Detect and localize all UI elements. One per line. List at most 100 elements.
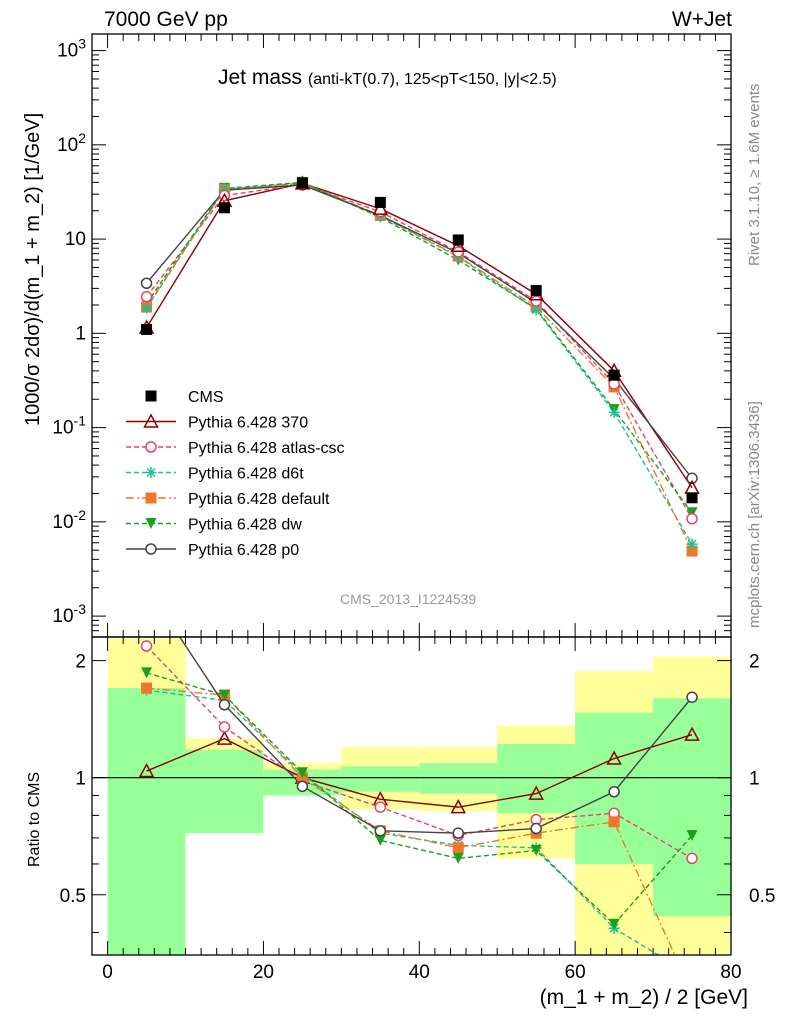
data-point bbox=[141, 302, 153, 314]
ratio-point bbox=[140, 640, 153, 652]
data-point bbox=[530, 284, 542, 296]
ratio-point bbox=[141, 667, 153, 679]
energy-label: 7000 GeV pp bbox=[104, 8, 228, 31]
ratio-point bbox=[218, 699, 231, 711]
legend-label: Pythia 6.428 default bbox=[188, 491, 330, 508]
ratio-uncertainty-bands bbox=[92, 638, 731, 955]
data-point bbox=[140, 277, 153, 290]
data-point bbox=[452, 234, 464, 246]
ratio-point bbox=[296, 780, 309, 793]
data-point bbox=[686, 512, 698, 525]
data-point bbox=[686, 545, 698, 557]
stat-uncertainty-band bbox=[419, 763, 498, 794]
ratio-y-tick-label: 0.5 bbox=[749, 886, 775, 907]
ratio-point bbox=[528, 785, 544, 800]
ratio-line bbox=[178, 637, 693, 834]
ratio-point bbox=[684, 726, 700, 741]
ratio-point bbox=[452, 842, 464, 854]
legend-label: Pythia 6.428 d6t bbox=[188, 466, 304, 483]
series-line bbox=[145, 182, 693, 489]
data-point bbox=[686, 492, 698, 504]
data-point bbox=[374, 196, 386, 208]
ratio-point bbox=[218, 689, 230, 701]
data-point bbox=[141, 323, 153, 335]
ratio-y-tick-label: 1 bbox=[75, 769, 86, 790]
ratio-point bbox=[530, 844, 542, 856]
y-tick-label: 1 bbox=[75, 323, 86, 344]
stat-uncertainty-band bbox=[185, 749, 264, 834]
main-title: Jet mass (anti-kT(0.7), 125<pT<150, |y|<… bbox=[218, 66, 557, 90]
x-tick-label: 20 bbox=[253, 962, 274, 983]
ratio-point bbox=[138, 762, 155, 778]
ratio-y-axis-label: Ratio to CMS bbox=[26, 771, 43, 867]
analysis-label: CMS_2013_I1224539 bbox=[340, 591, 477, 607]
ratio-point bbox=[141, 682, 153, 694]
y-tick-label: 10-2 bbox=[52, 507, 86, 533]
legend-marker bbox=[145, 543, 157, 555]
data-point bbox=[296, 177, 308, 189]
x-tick-label: 80 bbox=[720, 962, 741, 983]
y-tick-label: 103 bbox=[57, 36, 86, 62]
legend-label: Pythia 6.428 370 bbox=[188, 415, 308, 432]
data-point bbox=[608, 406, 620, 418]
ratio-point bbox=[608, 918, 620, 930]
data-point bbox=[686, 472, 698, 485]
legend-marker bbox=[145, 467, 157, 478]
data-point bbox=[530, 304, 542, 316]
plot-frames bbox=[91, 33, 732, 956]
legend-marker bbox=[145, 492, 157, 504]
series-line bbox=[145, 181, 693, 514]
series-line bbox=[146, 184, 693, 479]
ratio-point bbox=[686, 852, 698, 865]
ratio-point bbox=[452, 827, 465, 839]
legend-marker bbox=[145, 518, 157, 529]
x-tick-label: 0 bbox=[102, 962, 113, 983]
ratio-line bbox=[146, 672, 693, 926]
legend-label: CMS bbox=[188, 389, 224, 406]
y-tick-label: 10 bbox=[65, 229, 86, 250]
ratio-point bbox=[686, 691, 698, 703]
y-tick-label: 102 bbox=[57, 130, 86, 156]
title-text: Jet mass bbox=[218, 66, 303, 89]
ratio-point bbox=[374, 834, 386, 846]
ratio-point bbox=[530, 822, 542, 835]
ratio-point bbox=[452, 852, 464, 864]
data-point bbox=[218, 202, 230, 214]
stat-uncertainty-band bbox=[107, 688, 186, 955]
data-point bbox=[608, 369, 620, 381]
data-point bbox=[140, 290, 153, 303]
ratio-series-layer bbox=[138, 637, 700, 955]
series-line bbox=[145, 182, 693, 552]
y-tick-label: 10-3 bbox=[52, 601, 86, 627]
ratio-point bbox=[374, 801, 387, 813]
y-axis-label: 1000/σ 2dσ)/d(m_1 + m_2) [1/GeV] bbox=[22, 112, 44, 426]
stat-uncertainty-band bbox=[653, 698, 731, 917]
data-point bbox=[686, 507, 698, 519]
ratio-point bbox=[608, 786, 620, 798]
x-tick-label: 60 bbox=[565, 962, 586, 983]
stat-uncertainty-band bbox=[341, 766, 420, 792]
ratio-point bbox=[450, 799, 467, 814]
ratio-point bbox=[374, 825, 387, 837]
data-point bbox=[372, 200, 389, 215]
ratio-line bbox=[146, 734, 693, 808]
process-label: W+Jet bbox=[671, 8, 732, 31]
subtitle-text: (anti-kT(0.7), 125<pT<150, |y|<2.5) bbox=[307, 71, 557, 88]
main-series-layer bbox=[138, 175, 700, 557]
ratio-y-tick-label: 1 bbox=[749, 769, 760, 790]
data-point bbox=[218, 183, 230, 195]
ratio-line bbox=[146, 645, 693, 860]
data-point bbox=[686, 538, 698, 550]
legend-marker bbox=[145, 441, 157, 453]
rivet-label: Rivet 3.1.10, ≥ 1.6M events bbox=[746, 83, 763, 267]
ratio-point bbox=[296, 767, 308, 779]
ratio-y-tick-label: 2 bbox=[749, 652, 760, 673]
legend-marker bbox=[145, 390, 157, 402]
legend: CMS Pythia 6.428 370 Pythia 6.428 atlas-cs… bbox=[126, 389, 345, 559]
axis-ticks: 10-3 10-2 10-1 1 10 102 103 0 20 40 60 80 0.5 0.5 1 1 2 2 bbox=[52, 34, 775, 983]
ratio-point bbox=[216, 730, 233, 745]
y-tick-label: 10-1 bbox=[52, 413, 86, 439]
legend-label: Pythia 6.428 atlas-csc bbox=[188, 440, 345, 457]
x-tick-label: 40 bbox=[409, 962, 430, 983]
